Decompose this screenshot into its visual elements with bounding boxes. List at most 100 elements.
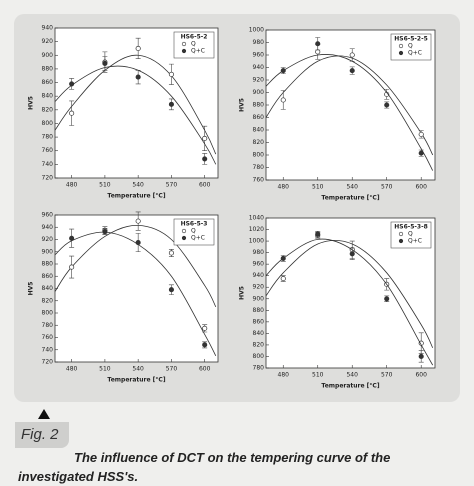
data-point — [349, 251, 355, 257]
data-point — [102, 228, 108, 235]
legend-marker — [181, 235, 187, 241]
data-point — [202, 342, 208, 348]
y-tick-label: 880 — [42, 261, 54, 268]
data-point — [384, 296, 390, 302]
x-tick-label: 600 — [199, 366, 211, 373]
data-point — [315, 231, 321, 237]
y-tick-label: 860 — [42, 273, 54, 280]
y-axis-label: HV5 — [239, 286, 246, 300]
y-tick-label: 880 — [42, 65, 54, 72]
legend-label: Q+C — [191, 235, 205, 242]
x-tick-label: 570 — [166, 366, 178, 373]
y-tick-label: 800 — [42, 310, 54, 317]
y-tick-label: 940 — [42, 224, 54, 231]
legend-label: Q+C — [408, 238, 422, 245]
legend-label: Q+C — [408, 50, 422, 57]
y-tick-label: 920 — [253, 77, 265, 84]
y-tick-label: 800 — [42, 120, 54, 127]
y-tick-label: 900 — [42, 248, 54, 255]
y-axis-label: HV5 — [28, 282, 35, 296]
legend-marker — [398, 231, 404, 237]
x-tick-label: 480 — [278, 184, 290, 191]
y-axis-label: HV5 — [28, 96, 35, 110]
y-tick-label: 920 — [42, 38, 54, 45]
y-tick-label: 860 — [42, 79, 54, 86]
data-point — [280, 68, 286, 74]
y-tick-label: 820 — [42, 106, 54, 113]
x-axis-label: Temperature [°C] — [107, 193, 165, 200]
data-point — [135, 240, 141, 246]
x-tick-label: 480 — [66, 366, 78, 373]
legend-marker — [398, 50, 404, 56]
y-tick-label: 720 — [42, 359, 54, 366]
x-axis-label: Temperature [°C] — [321, 195, 379, 202]
y-tick-label: 760 — [42, 334, 54, 341]
x-tick-label: 510 — [99, 182, 111, 189]
x-tick-label: 600 — [415, 184, 427, 191]
data-point — [202, 156, 208, 162]
data-point — [418, 150, 424, 156]
legend-box — [173, 218, 215, 246]
data-point — [349, 52, 355, 58]
y-tick-label: 840 — [253, 127, 265, 134]
x-tick-label: 600 — [415, 372, 427, 379]
arrow-icon — [38, 409, 50, 419]
legend-label: Q — [408, 43, 413, 50]
legend-box — [173, 31, 215, 59]
x-tick-label: 480 — [278, 372, 290, 379]
legend-title: HS6-5-3 — [181, 221, 208, 228]
y-tick-label: 780 — [42, 322, 54, 329]
legend-label: Q — [191, 41, 196, 48]
data-point — [168, 71, 174, 77]
data-point — [69, 81, 75, 87]
data-point — [315, 49, 321, 55]
legend-marker — [398, 238, 404, 244]
y-tick-label: 740 — [42, 161, 54, 168]
x-axis-label: Temperature [°C] — [321, 383, 379, 390]
x-tick-label: 540 — [132, 366, 144, 373]
y-tick-label: 960 — [42, 212, 54, 219]
x-tick-label: 600 — [199, 182, 211, 189]
legend-marker — [181, 228, 187, 234]
y-tick-label: 840 — [42, 93, 54, 100]
data-point — [384, 102, 390, 108]
y-tick-label: 1000 — [249, 27, 264, 34]
x-axis-label: Temperature [°C] — [107, 377, 165, 384]
y-tick-label: 780 — [253, 365, 265, 372]
legend-box — [390, 33, 432, 61]
figure: 720 740 760 780 800 820 840 860 880 900 920 940 480 5… — [14, 14, 460, 419]
data-point — [349, 68, 355, 74]
legend-label: Q+C — [191, 48, 205, 55]
data-point — [418, 131, 424, 137]
data-point — [280, 276, 286, 282]
y-tick-label: 840 — [42, 285, 54, 292]
x-tick-label: 510 — [312, 372, 324, 379]
y-tick-label: 900 — [42, 52, 54, 59]
x-tick-label: 570 — [381, 372, 393, 379]
legend-box — [390, 221, 432, 249]
x-tick-label: 570 — [166, 182, 178, 189]
data-point — [280, 255, 286, 261]
x-tick-label: 570 — [381, 184, 393, 191]
data-point — [135, 74, 141, 80]
x-tick-label: 540 — [132, 182, 144, 189]
legend-marker — [181, 41, 187, 47]
figure-label: Fig. 2 — [15, 422, 69, 448]
y-tick-label: 840 — [253, 330, 265, 337]
data-point — [168, 287, 174, 293]
data-point — [280, 97, 286, 103]
y-tick-label: 940 — [42, 25, 54, 32]
legend-title: HS6-5-3-8 — [394, 224, 428, 231]
legend-label: Q — [191, 228, 196, 235]
y-tick-label: 780 — [253, 164, 265, 171]
data-point — [168, 101, 174, 107]
legend-label: Q — [408, 231, 413, 238]
y-tick-label: 900 — [253, 89, 265, 96]
data-point — [202, 135, 208, 142]
legend-marker — [181, 48, 187, 54]
y-tick-label: 800 — [253, 152, 265, 159]
y-tick-label: 980 — [253, 39, 265, 46]
data-point — [135, 218, 141, 224]
y-tick-label: 800 — [253, 353, 265, 360]
